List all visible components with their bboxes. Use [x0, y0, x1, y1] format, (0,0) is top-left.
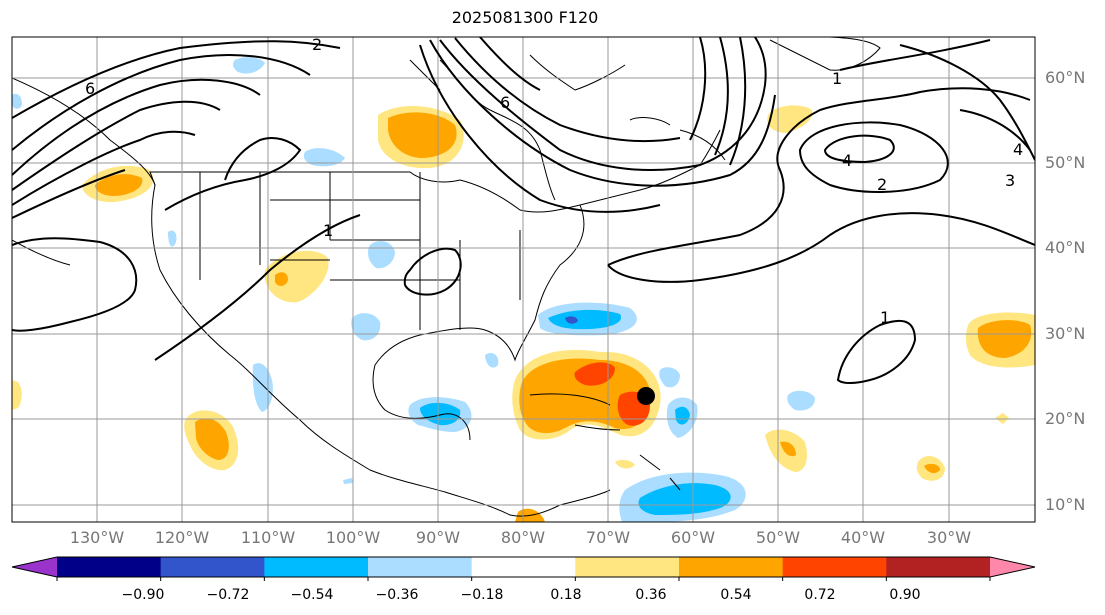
colorbar-segment	[57, 557, 162, 577]
contour-label: 6	[500, 93, 510, 112]
colorbar-tick-label: −0.36	[375, 587, 419, 603]
colorbar-tick-label: −0.54	[290, 587, 334, 603]
colorbar-segment	[368, 557, 473, 577]
colorbar-segment	[160, 557, 265, 577]
lat-label: 30°N	[1045, 324, 1086, 343]
colorbar-tick-label: 0.90	[889, 587, 921, 603]
colorbar-tick-label: 0.72	[804, 587, 836, 603]
lon-label: 80°W	[500, 528, 546, 547]
anomaly-shading	[12, 57, 1035, 522]
contour-lines	[12, 37, 1035, 384]
colorbar-segment	[575, 557, 680, 577]
contour-label: 4	[842, 151, 852, 170]
colorbar-tick-label: 0.36	[635, 587, 667, 603]
contour-label: 2	[877, 175, 887, 194]
map-title: 2025081300 F120	[451, 8, 599, 27]
colorbar-segment	[264, 557, 369, 577]
contour-label: 1	[323, 221, 333, 240]
map-frame	[11, 36, 1036, 523]
lat-label: 20°N	[1045, 409, 1086, 428]
colorbar-tick-label: −0.18	[460, 587, 504, 603]
contour-label: 3	[1005, 171, 1015, 190]
colorbar-tick-label: 0.18	[550, 587, 582, 603]
lat-label: 60°N	[1045, 68, 1086, 87]
lon-label: 50°W	[755, 528, 801, 547]
lon-label: 130°W	[69, 528, 125, 547]
colorbar-extend-high	[990, 557, 1035, 577]
lon-label: 40°W	[840, 528, 886, 547]
lon-label: 110°W	[240, 528, 296, 547]
contour-label: 1	[880, 308, 890, 327]
lon-label: 70°W	[585, 528, 631, 547]
contour-label: 4	[1013, 140, 1023, 159]
colorbar-segment	[471, 557, 576, 577]
lon-label: 100°W	[325, 528, 381, 547]
lat-label: 50°N	[1045, 153, 1086, 172]
colorbar-segment	[782, 557, 887, 577]
lon-label: 60°W	[670, 528, 716, 547]
colorbar-tick-label: −0.72	[206, 587, 250, 603]
lat-label: 10°N	[1045, 495, 1086, 514]
colorbar-segment	[679, 557, 784, 577]
colorbar-tick-label: 0.54	[720, 587, 752, 603]
colorbar-extend-low	[12, 557, 57, 577]
contour-label: 1	[832, 69, 842, 88]
contour-label: 6	[85, 79, 95, 98]
storm-center-marker	[637, 387, 655, 405]
colorbar	[11, 556, 1036, 581]
colorbar-segment	[886, 557, 991, 577]
lat-label: 40°N	[1045, 238, 1086, 257]
lon-label: 90°W	[415, 528, 461, 547]
lon-label: 30°W	[926, 528, 972, 547]
contour-label-group: 1 1 1 2 2 3 4 4 6 6	[85, 35, 1023, 327]
lon-label: 120°W	[154, 528, 210, 547]
colorbar-tick-label: −0.90	[121, 587, 165, 603]
contour-label: 2	[312, 35, 322, 54]
